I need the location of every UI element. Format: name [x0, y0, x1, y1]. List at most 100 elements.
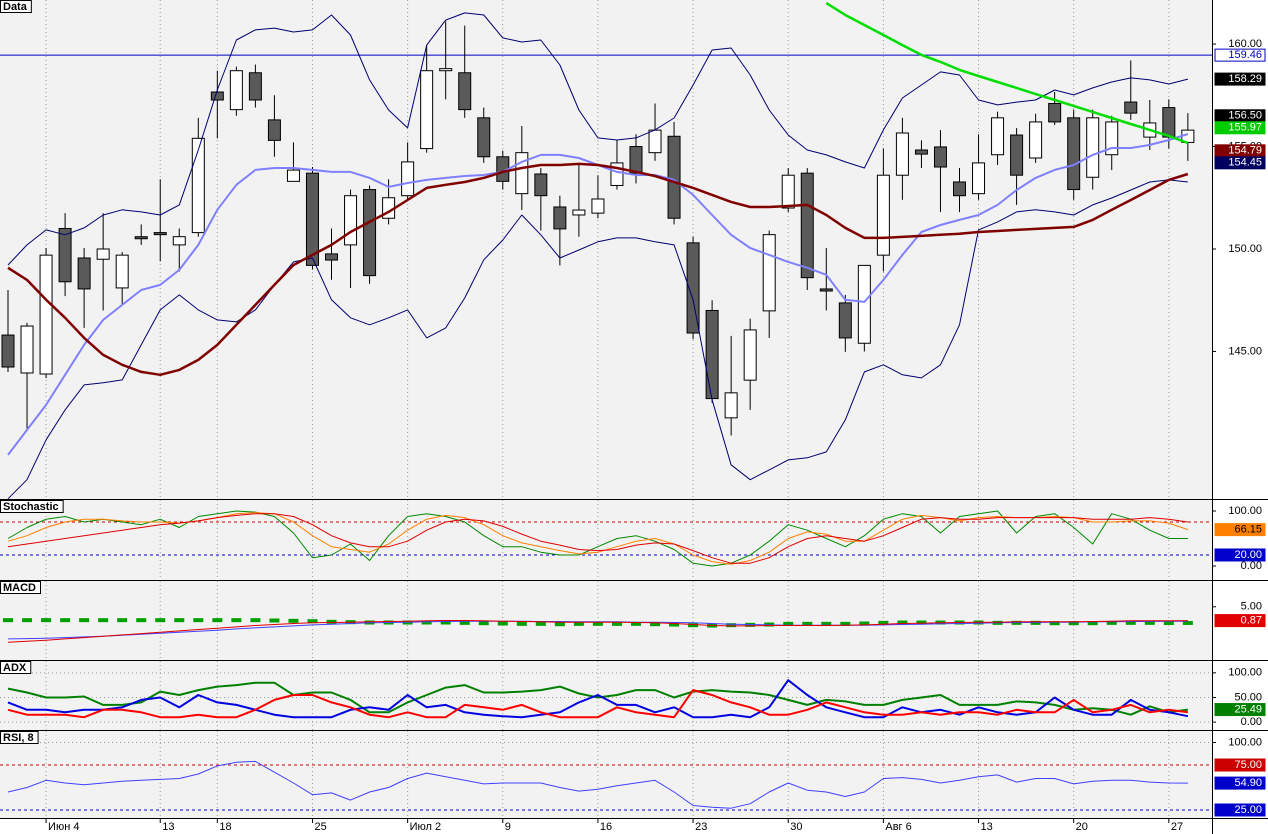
- y-tick-label: 100.00: [1228, 505, 1262, 517]
- histogram-dash: [136, 618, 147, 623]
- panel-title: MACD: [3, 582, 36, 594]
- y-tick-label: 145.00: [1228, 345, 1262, 357]
- candle-body: [267, 119, 281, 141]
- candle-body: [1105, 121, 1119, 156]
- series-line: [7, 689, 1189, 719]
- candle-body: [1067, 117, 1081, 191]
- value-box: [1214, 614, 1266, 628]
- plot-area: [0, 731, 1212, 818]
- histogram-dash: [459, 620, 470, 625]
- panel: 100.00 75.00 54.90 25.00 RSI, 8: [0, 731, 1268, 819]
- plot-area: [0, 0, 1212, 499]
- value-box-label: 75.00: [1234, 759, 1262, 771]
- value-box-label: 158.29: [1228, 73, 1262, 85]
- y-tick-label: 150.00: [1228, 243, 1262, 255]
- candle-body: [838, 302, 852, 339]
- candle-body: [629, 146, 643, 174]
- candle-body: [96, 248, 110, 260]
- x-tick-label: 9: [505, 821, 511, 833]
- candle-body: [420, 70, 434, 150]
- histogram-dash: [1163, 621, 1174, 626]
- value-box: [1214, 156, 1266, 170]
- y-tick-label: 0.00: [1241, 716, 1262, 728]
- panel: 0.00 100.00 66.15 20.00 Stochastic: [0, 500, 1268, 581]
- plot-area: [0, 500, 1212, 580]
- histogram-dash: [821, 621, 832, 626]
- histogram-dash: [440, 620, 451, 625]
- candle-body: [77, 257, 91, 290]
- panel: 145.00150.00155.00160.00159.46158.29156.…: [0, 0, 1268, 500]
- histogram-dash: [174, 618, 185, 623]
- candle-body: [1010, 134, 1024, 176]
- series-line: [7, 162, 1189, 377]
- value-box: [1214, 776, 1266, 790]
- y-tick-label: 100.00: [1228, 736, 1262, 748]
- candle-body: [115, 254, 129, 289]
- histogram-dash: [554, 622, 565, 627]
- candle-body: [515, 152, 529, 195]
- value-box-label: 159.46: [1228, 49, 1262, 61]
- series-line: [7, 12, 1189, 266]
- histogram-dash: [650, 622, 661, 627]
- x-tick-label: 13: [981, 821, 993, 833]
- value-box-label: 54.90: [1234, 777, 1262, 789]
- candle-body: [876, 174, 890, 256]
- candle-body: [667, 135, 681, 219]
- candle-body: [1029, 121, 1043, 159]
- x-tick-label: 23: [695, 821, 707, 833]
- x-tick-label: 20: [1076, 821, 1088, 833]
- candle-body: [172, 236, 186, 246]
- candle-body: [153, 232, 167, 236]
- x-tick-label: 16: [600, 821, 612, 833]
- value-box-label: 20.00: [1234, 549, 1262, 561]
- panel-title-box: [0, 731, 39, 744]
- candle-body: [1086, 117, 1100, 178]
- panel-title-box: [0, 581, 41, 594]
- histogram-dash: [22, 618, 33, 623]
- histogram-dash: [98, 618, 109, 623]
- candle-body: [572, 209, 586, 216]
- candle-body: [648, 129, 662, 154]
- histogram-dash: [916, 620, 927, 625]
- value-box-label: 156.50: [1228, 110, 1262, 122]
- value-box: [1214, 523, 1266, 537]
- candle-body: [895, 132, 909, 176]
- histogram-dash: [288, 618, 299, 623]
- plot: [0, 0, 1212, 499]
- x-tick-label: 13: [162, 821, 174, 833]
- candle-body: [363, 189, 377, 277]
- histogram-dash: [535, 621, 546, 626]
- histogram-dash: [421, 620, 432, 625]
- candle-body: [344, 195, 358, 246]
- candle-body: [857, 264, 871, 344]
- y-tick-label: 100.00: [1228, 667, 1262, 679]
- histogram-dash: [79, 618, 90, 623]
- y-tick-label: 0.00: [1241, 560, 1262, 572]
- panel-title: ADX: [3, 662, 27, 674]
- value-box-label: 154.79: [1228, 145, 1262, 157]
- value-box-label: 155.97: [1228, 122, 1262, 134]
- value-box: [1214, 703, 1266, 717]
- x-tick-label: Авг 6: [885, 821, 911, 833]
- histogram-dash: [41, 618, 52, 623]
- candle-body: [724, 392, 738, 419]
- histogram-dash: [592, 621, 603, 626]
- histogram-dash: [497, 621, 508, 626]
- y-tick-label: 5.00: [1241, 601, 1262, 613]
- histogram-dash: [478, 621, 489, 626]
- candle-body: [972, 162, 986, 195]
- panel-title-box: [0, 500, 64, 513]
- histogram-dash: [1087, 621, 1098, 626]
- histogram-dash: [3, 618, 13, 623]
- panel: 5.00 0.87 MACD: [0, 581, 1268, 661]
- histogram-dash: [155, 618, 166, 623]
- value-box: [1214, 548, 1266, 562]
- series-line: [7, 681, 1189, 716]
- histogram-dash: [117, 618, 128, 623]
- candle-body: [933, 146, 947, 168]
- candle-body: [591, 198, 605, 214]
- candle-body: [210, 91, 224, 101]
- panel: 0.00 50.00 100.00 25.49 ADX: [0, 661, 1268, 731]
- value-box-label: 154.45: [1228, 157, 1262, 169]
